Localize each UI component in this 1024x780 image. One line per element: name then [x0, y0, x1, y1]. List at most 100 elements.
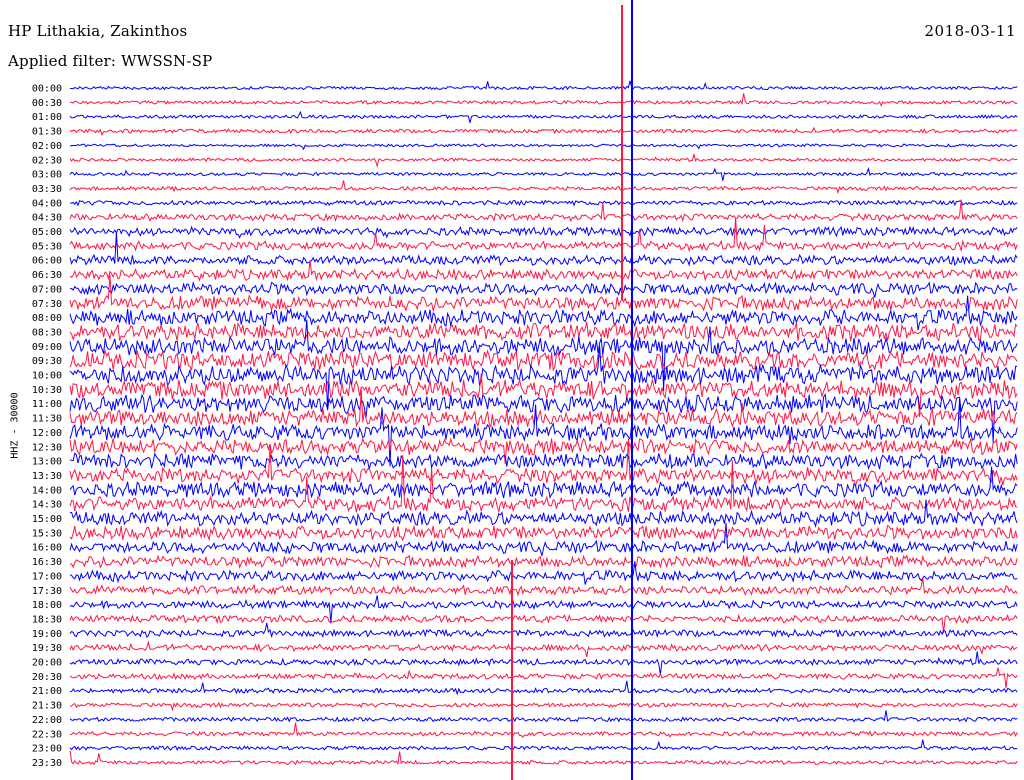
trace-line [69, 349, 1018, 372]
row-label: 15:00 [32, 514, 62, 525]
row-label: 12:00 [32, 428, 62, 439]
trace-line [69, 388, 1018, 429]
trace-line [69, 651, 1018, 675]
trace-line [69, 199, 1018, 207]
trace-line [69, 295, 1018, 331]
row-label: 17:00 [32, 571, 62, 582]
row-label: 05:00 [32, 227, 62, 238]
trace-line [69, 680, 1018, 696]
trace-line [69, 126, 1018, 137]
row-label: 21:30 [32, 701, 62, 712]
row-labels: 00:00 00:30 01:00 01:30 02:00 02:30 03:00 03:30… [32, 84, 62, 769]
station-title: HP Lithakia, Zakinthos [8, 22, 188, 40]
row-label: 22:00 [32, 715, 62, 726]
row-label: 11:30 [32, 414, 62, 425]
row-label: 07:30 [32, 299, 62, 310]
trace-line [69, 667, 1018, 689]
row-label: 04:30 [32, 213, 62, 224]
row-label: 06:30 [32, 270, 62, 281]
trace-line [69, 153, 1018, 169]
row-label: 00:00 [32, 84, 62, 95]
trace-line [69, 398, 1018, 467]
row-label: 10:00 [32, 371, 62, 382]
row-label: 13:00 [32, 457, 62, 468]
trace-line [69, 750, 1018, 766]
trace-line [69, 452, 1018, 471]
trace-line [69, 561, 1018, 585]
trace-line [69, 595, 1018, 624]
trace-line [69, 180, 1018, 195]
trace-line [69, 373, 1018, 417]
trace-line [69, 466, 1018, 499]
row-label: 02:30 [32, 155, 62, 166]
trace-line [69, 622, 1018, 639]
row-label: 22:30 [32, 729, 62, 740]
row-label: 05:30 [32, 241, 62, 252]
trace-line [69, 393, 1018, 443]
trace-line [69, 577, 1018, 597]
trace-line [69, 231, 1018, 267]
row-label: 08:00 [32, 313, 62, 324]
row-label: 01:30 [32, 127, 62, 138]
row-label: 15:30 [32, 528, 62, 539]
row-label: 23:00 [32, 744, 62, 755]
trace-line [69, 524, 1018, 542]
trace-line [69, 437, 1018, 464]
row-label: 20:30 [32, 672, 62, 683]
trace-line [69, 260, 1018, 282]
trace-line [69, 274, 1018, 313]
trace-line [69, 319, 1018, 392]
trace-line [69, 454, 1018, 514]
traces [69, 0, 1018, 780]
trace-line [69, 739, 1018, 752]
trace-line [69, 613, 1018, 634]
trace-line [69, 554, 1018, 569]
row-label: 12:30 [32, 442, 62, 453]
trace-line [69, 217, 1018, 253]
row-label: 06:00 [32, 256, 62, 267]
trace-line [69, 80, 1018, 91]
trace-line [69, 110, 1018, 124]
row-label: 17:30 [32, 586, 62, 597]
row-label: 16:00 [32, 543, 62, 554]
trace-line [69, 438, 1018, 488]
trace-line [69, 166, 1018, 181]
trace-line [69, 345, 1018, 411]
row-label: 08:30 [32, 327, 62, 338]
trace-line [70, 499, 1018, 529]
row-label: 04:00 [32, 198, 62, 209]
trace-line [69, 522, 1018, 556]
date-label: 2018-03-11 [924, 22, 1016, 40]
row-label: 07:00 [32, 284, 62, 295]
row-label: 09:00 [32, 342, 62, 353]
row-label: 13:30 [32, 471, 62, 482]
row-label: 18:00 [32, 600, 62, 611]
row-label: 14:30 [32, 500, 62, 511]
row-label: 19:00 [32, 629, 62, 640]
trace-line [69, 321, 1018, 342]
filter-label: Applied filter: WWSSN-SP [8, 52, 213, 70]
row-label: 02:00 [32, 141, 62, 152]
trace-line [69, 701, 1018, 712]
row-label: 16:30 [32, 557, 62, 568]
trace-line [69, 640, 1018, 658]
row-label: 03:00 [32, 170, 62, 181]
trace-line [69, 199, 1018, 223]
row-label: 03:30 [32, 184, 62, 195]
trace-line [69, 722, 1018, 738]
trace-line [69, 225, 1018, 239]
row-label: 11:00 [32, 399, 62, 410]
trace-line [69, 143, 1018, 151]
row-label: 00:30 [32, 98, 62, 109]
trace-line [69, 93, 1018, 108]
row-label: 14:00 [32, 485, 62, 496]
trace-line [69, 280, 1018, 298]
trace-line [69, 710, 1018, 723]
row-label: 01:00 [32, 112, 62, 123]
row-label: 10:30 [32, 385, 62, 396]
row-label: 20:00 [32, 658, 62, 669]
row-label: 09:30 [32, 356, 62, 367]
row-label: 18:30 [32, 614, 62, 625]
row-label: 23:30 [32, 758, 62, 769]
